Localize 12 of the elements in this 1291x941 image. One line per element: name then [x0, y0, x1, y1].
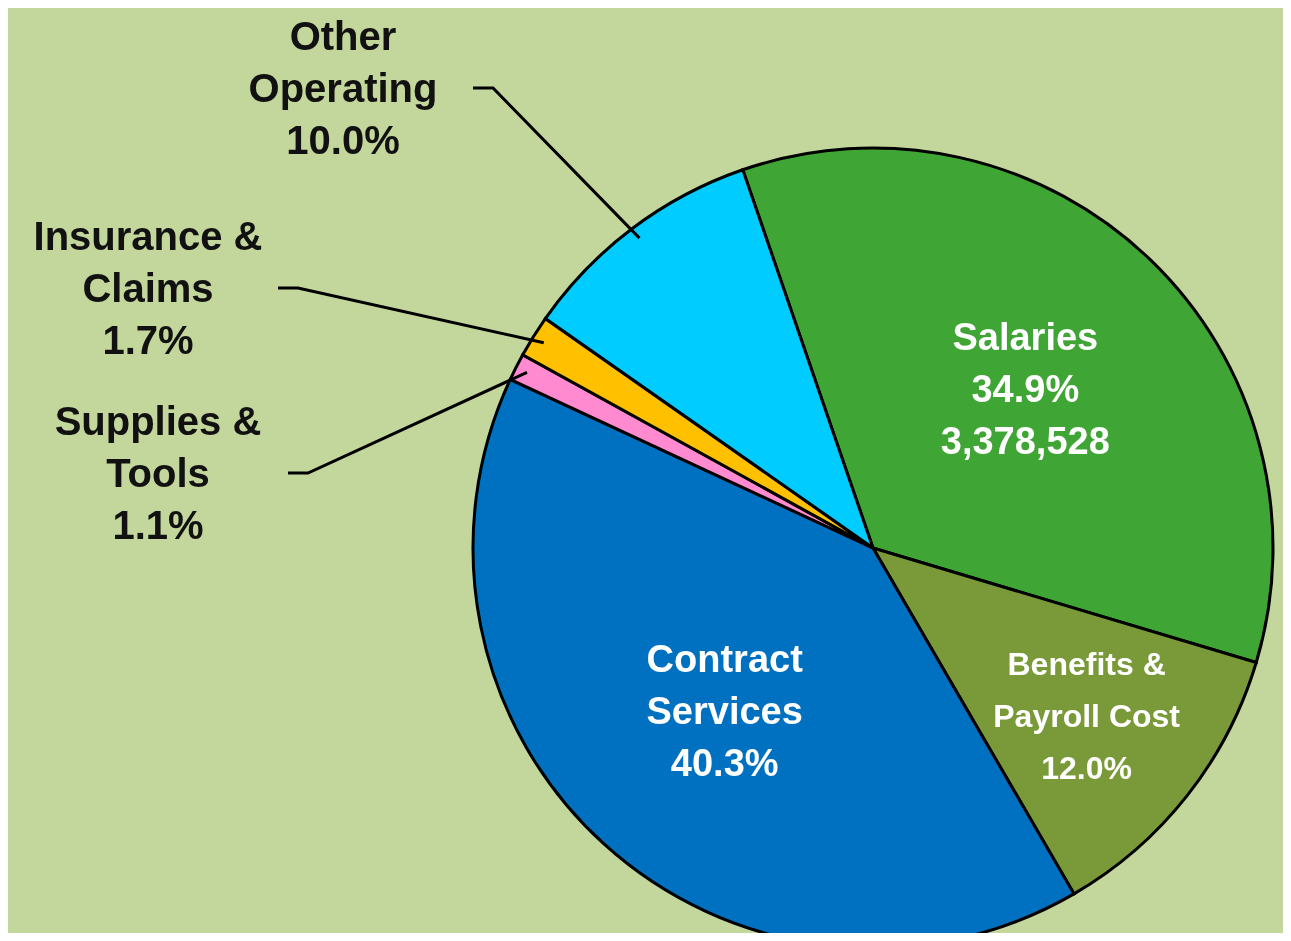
- data-label: 40.3%: [670, 741, 779, 784]
- slice-label: Salaries: [952, 316, 1099, 359]
- slice-label: Insurance & Claims: [33, 214, 263, 310]
- data-label: 12.0%: [1041, 750, 1132, 787]
- data-label: 34.9% 3,378,528: [940, 368, 1110, 463]
- slice-label: Benefits & Payroll Cost: [993, 646, 1181, 735]
- data-label: 10.0%: [286, 118, 400, 162]
- data-label: 1.1%: [112, 503, 204, 547]
- data-label: 1.7%: [102, 318, 194, 362]
- slice-label: Other Operating: [248, 14, 438, 110]
- slice-label: Contract Services: [646, 637, 804, 732]
- slice-label: Supplies & Tools: [54, 399, 262, 495]
